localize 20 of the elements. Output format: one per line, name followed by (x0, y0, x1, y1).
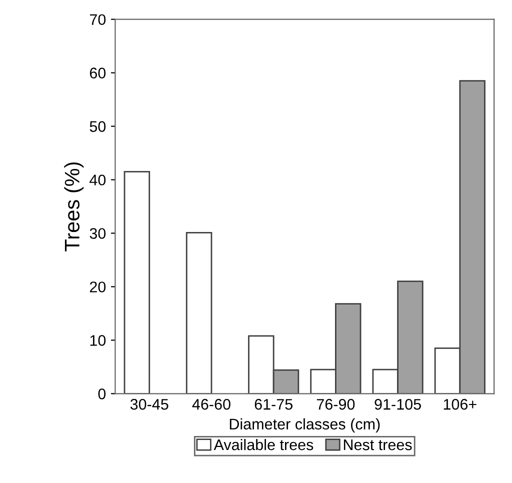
y-tick-label: 50 (90, 121, 106, 132)
y-tick-label: 30 (90, 228, 106, 239)
legend-label: Nest trees (344, 440, 412, 450)
bar (186, 232, 212, 394)
y-tick-label: 0 (98, 388, 106, 400)
x-tick-label: 46-60 (192, 398, 230, 410)
legend-label: Available trees (214, 438, 314, 450)
x-axis-title: Diameter classes (cm) (230, 418, 380, 433)
bar (124, 171, 150, 394)
x-tick-label: 91-105 (374, 398, 421, 410)
y-tick-label: 60 (90, 68, 106, 78)
y-tick-label: 20 (90, 282, 106, 292)
y-tick-label: 40 (90, 174, 106, 186)
x-tick-label: 76-90 (316, 398, 355, 410)
y-tick-label: 70 (90, 14, 106, 26)
x-tick-label: 106+ (444, 398, 476, 410)
x-tick-label: 61-75 (254, 398, 292, 410)
x-tick-label: 30-45 (130, 398, 168, 410)
y-tick-label: 10 (90, 335, 106, 346)
y-axis-title: Trees (%) (64, 162, 84, 252)
